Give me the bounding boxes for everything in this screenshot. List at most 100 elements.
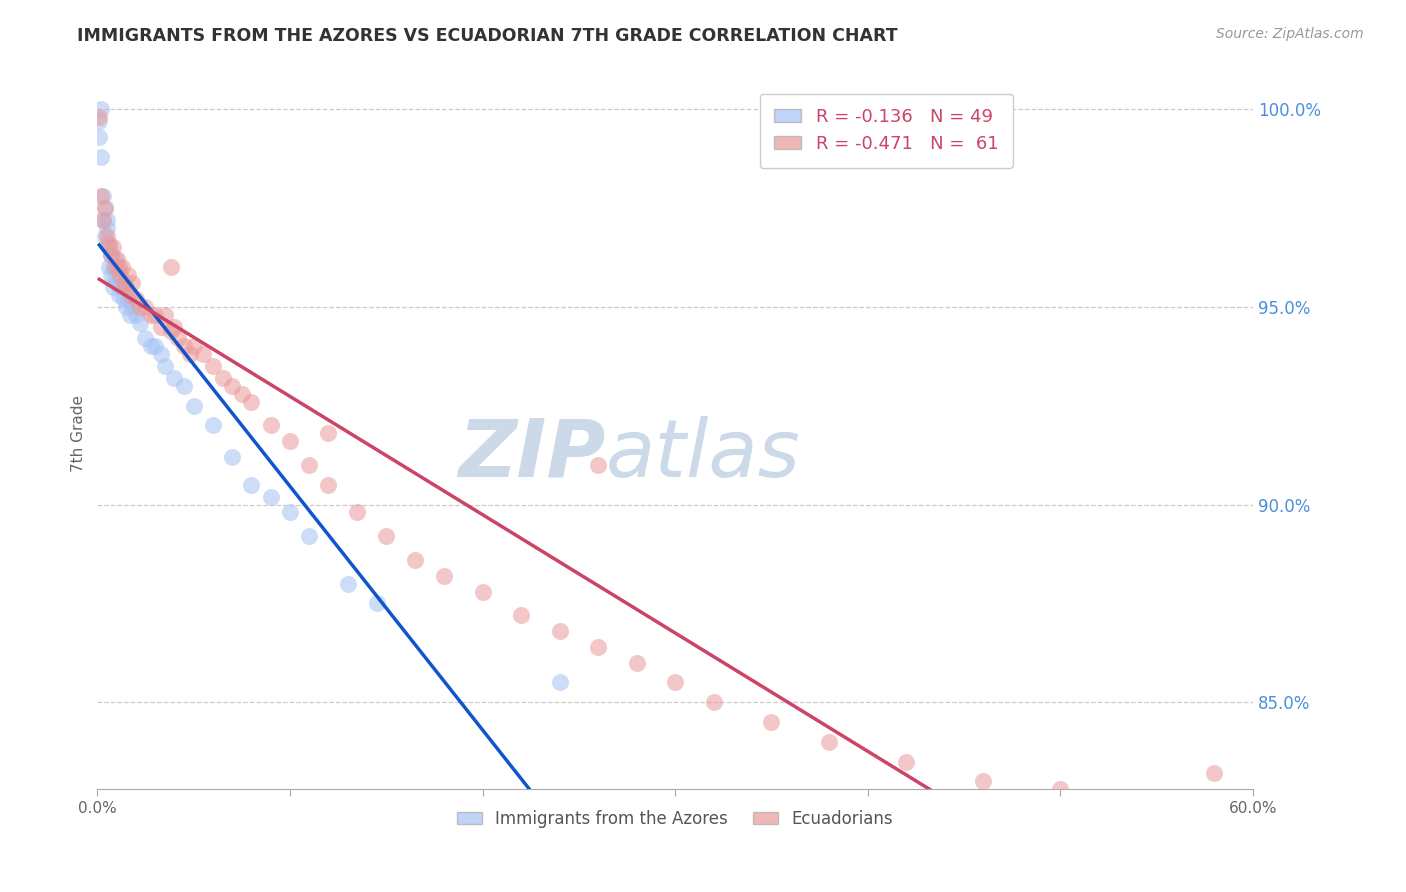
- Point: [91, 212, 114, 227]
- Point: [128, 300, 150, 314]
- Point: [89, 129, 111, 144]
- Text: atlas: atlas: [606, 416, 800, 493]
- Point: [278, 434, 301, 449]
- Point: [134, 300, 156, 314]
- Point: [141, 339, 163, 353]
- Point: [972, 774, 994, 789]
- Point: [94, 201, 117, 215]
- Point: [298, 529, 321, 543]
- Point: [173, 339, 195, 353]
- Point: [163, 319, 186, 334]
- Point: [260, 490, 283, 504]
- Point: [703, 695, 725, 709]
- Point: [183, 399, 205, 413]
- Y-axis label: 7th Grade: 7th Grade: [72, 395, 86, 472]
- Point: [110, 280, 132, 294]
- Point: [298, 458, 321, 472]
- Point: [548, 624, 571, 638]
- Point: [91, 189, 114, 203]
- Point: [201, 418, 224, 433]
- Point: [125, 292, 148, 306]
- Point: [97, 236, 120, 251]
- Point: [94, 228, 117, 243]
- Point: [1204, 766, 1226, 780]
- Point: [121, 276, 143, 290]
- Point: [100, 248, 122, 262]
- Point: [105, 252, 128, 267]
- Point: [94, 201, 117, 215]
- Point: [90, 102, 112, 116]
- Point: [143, 308, 166, 322]
- Point: [153, 308, 176, 322]
- Point: [664, 675, 686, 690]
- Point: [433, 568, 456, 582]
- Point: [104, 252, 127, 267]
- Point: [183, 339, 205, 353]
- Point: [96, 228, 118, 243]
- Point: [96, 220, 118, 235]
- Point: [96, 236, 118, 251]
- Point: [89, 110, 111, 124]
- Point: [167, 331, 190, 345]
- Point: [404, 553, 426, 567]
- Point: [134, 331, 156, 345]
- Point: [818, 735, 841, 749]
- Point: [278, 505, 301, 519]
- Point: [318, 477, 340, 491]
- Point: [366, 596, 388, 610]
- Point: [149, 319, 172, 334]
- Point: [101, 280, 124, 294]
- Point: [375, 529, 398, 543]
- Point: [101, 240, 124, 254]
- Point: [159, 260, 181, 275]
- Point: [149, 347, 172, 361]
- Point: [240, 477, 263, 491]
- Point: [101, 260, 124, 275]
- Point: [471, 584, 494, 599]
- Point: [97, 260, 120, 275]
- Point: [112, 292, 135, 306]
- Point: [110, 268, 132, 282]
- Point: [346, 505, 368, 519]
- Point: [128, 316, 150, 330]
- Point: [586, 458, 609, 472]
- Point: [91, 212, 114, 227]
- Point: [97, 240, 120, 254]
- Point: [125, 308, 148, 322]
- Point: [173, 379, 195, 393]
- Point: [121, 300, 143, 314]
- Point: [318, 426, 340, 441]
- Point: [104, 260, 127, 275]
- Point: [193, 347, 215, 361]
- Point: [240, 394, 263, 409]
- Point: [120, 288, 142, 302]
- Point: [626, 656, 648, 670]
- Text: IMMIGRANTS FROM THE AZORES VS ECUADORIAN 7TH GRADE CORRELATION CHART: IMMIGRANTS FROM THE AZORES VS ECUADORIAN…: [77, 27, 898, 45]
- Point: [96, 212, 118, 227]
- Point: [115, 300, 138, 314]
- Point: [90, 149, 112, 163]
- Point: [336, 576, 359, 591]
- Point: [761, 714, 783, 729]
- Point: [111, 280, 134, 294]
- Point: [112, 276, 135, 290]
- Point: [120, 308, 142, 322]
- Point: [153, 359, 176, 373]
- Point: [231, 386, 253, 401]
- Point: [548, 675, 571, 690]
- Point: [89, 114, 111, 128]
- Text: ZIP: ZIP: [458, 416, 606, 493]
- Point: [141, 308, 163, 322]
- Point: [100, 268, 122, 282]
- Point: [143, 339, 166, 353]
- Point: [117, 292, 139, 306]
- Point: [100, 248, 122, 262]
- Point: [163, 371, 186, 385]
- Point: [107, 268, 129, 282]
- Point: [260, 418, 283, 433]
- Point: [115, 280, 138, 294]
- Point: [159, 324, 181, 338]
- Point: [1049, 782, 1071, 797]
- Point: [105, 260, 128, 275]
- Point: [117, 268, 139, 282]
